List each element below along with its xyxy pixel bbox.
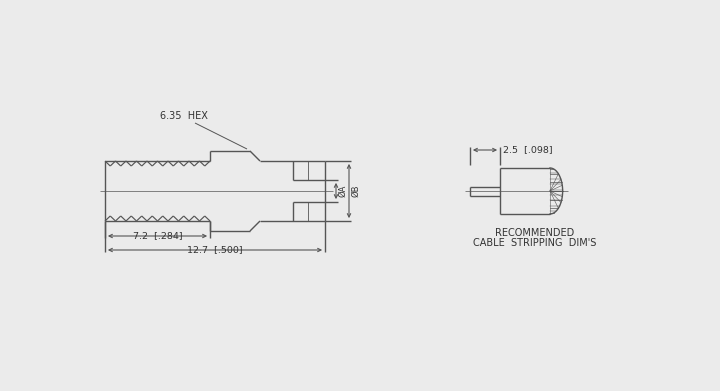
Text: 7.2  [.284]: 7.2 [.284] <box>132 231 182 240</box>
Text: ØB: ØB <box>351 185 360 197</box>
Text: RECOMMENDED: RECOMMENDED <box>495 228 575 238</box>
Text: 2.5  [.098]: 2.5 [.098] <box>503 145 553 154</box>
Text: 12.7  [.500]: 12.7 [.500] <box>187 246 243 255</box>
Text: 6.35  HEX: 6.35 HEX <box>160 111 208 121</box>
Text: ØA: ØA <box>338 185 347 197</box>
Text: CABLE  STRIPPING  DIM'S: CABLE STRIPPING DIM'S <box>473 238 597 248</box>
